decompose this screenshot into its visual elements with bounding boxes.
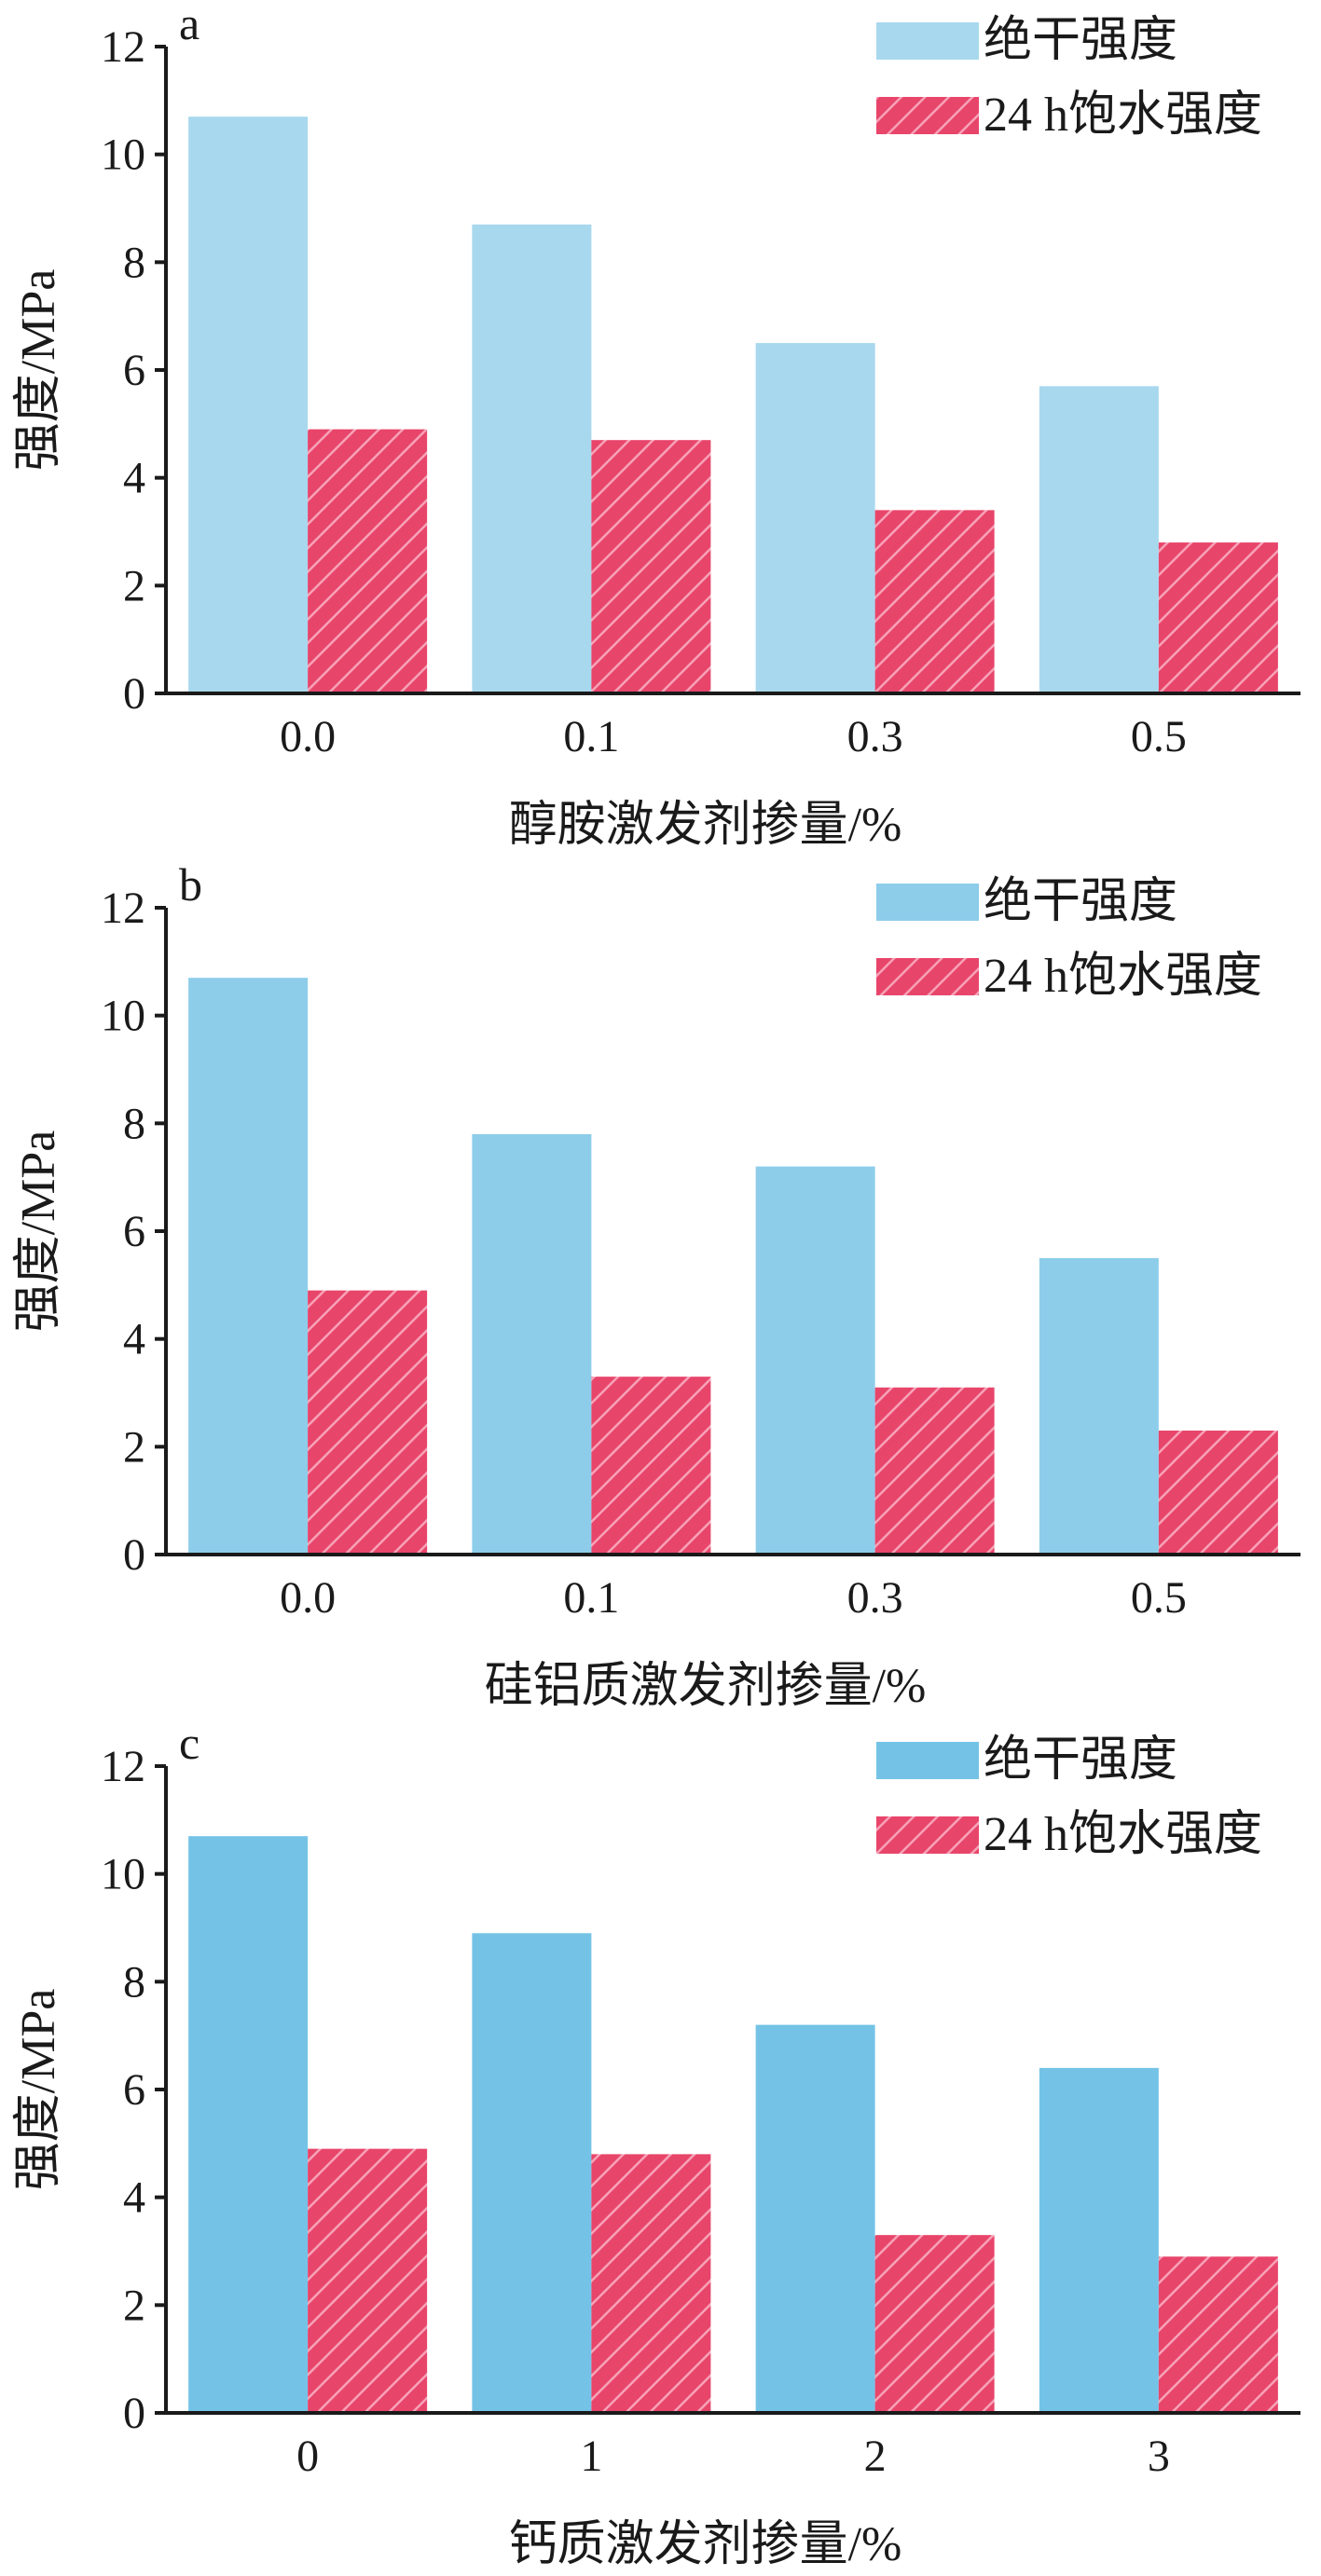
legend: 绝干强度 24 h饱水强度 — [876, 875, 1262, 1003]
x-tick-label: 0.0 — [280, 712, 336, 761]
bar-saturated-strength-b-1 — [591, 1377, 711, 1555]
legend: 绝干强度 24 h饱水强度 — [876, 1733, 1262, 1861]
x-tick-label: 3 — [1148, 2432, 1170, 2481]
x-axis-label: 醇胺激发剂掺量/% — [509, 799, 902, 852]
legend-swatch — [876, 958, 979, 995]
x-axis-label: 钙质激发剂掺量/% — [509, 2518, 902, 2571]
legend-swatch — [876, 1742, 979, 1779]
bar-dry-strength-c-1 — [472, 1933, 592, 2413]
bar-dry-strength-b-3 — [1039, 1257, 1159, 1555]
bar-dry-strength-c-3 — [1039, 2067, 1159, 2413]
legend-swatch — [876, 22, 979, 60]
legend-swatch — [876, 1816, 979, 1854]
bar-saturated-strength-b-2 — [874, 1387, 995, 1555]
x-tick-label: 0 — [296, 2432, 319, 2481]
x-tick-label: 0.5 — [1131, 1573, 1187, 1623]
y-tick-label: 6 — [123, 346, 145, 395]
x-tick-label: 0.3 — [847, 1573, 903, 1623]
x-tick-label: 0.5 — [1131, 712, 1187, 761]
y-tick-label: 8 — [123, 1099, 145, 1148]
bar-saturated-strength-c-1 — [591, 2154, 711, 2413]
x-tick-label: 0.1 — [563, 712, 619, 761]
legend: 绝干强度 24 h饱水强度 — [876, 14, 1262, 142]
bar-dry-strength-a-1 — [472, 224, 592, 693]
y-tick-label: 2 — [123, 561, 145, 610]
y-tick-label: 10 — [101, 1850, 145, 1899]
legend-swatch — [876, 97, 979, 134]
bar-dry-strength-a-2 — [755, 343, 875, 693]
bar-saturated-strength-b-0 — [308, 1290, 428, 1555]
y-tick-label: 4 — [123, 1315, 145, 1364]
bar-dry-strength-b-0 — [188, 978, 309, 1555]
bar-saturated-strength-a-1 — [591, 440, 711, 693]
chart-panel-a: 0.0 0.1 0.3 0.5 0 2 4 6 8 10 12 强度/MPa 醇胺激发剂掺量/% a 绝干强… — [12, 0, 1300, 852]
bar-saturated-strength-b-3 — [1158, 1430, 1278, 1555]
y-tick-label: 12 — [101, 884, 145, 933]
bar-saturated-strength-c-0 — [308, 2148, 428, 2413]
y-axis-label: 强度/MPa — [12, 1130, 65, 1333]
x-tick-label: 0.3 — [847, 712, 903, 761]
panel-letter: b — [179, 858, 202, 911]
legend-label: 24 h饱水强度 — [984, 1808, 1262, 1861]
x-tick-label: 1 — [580, 2432, 602, 2481]
bar-groups — [188, 978, 1278, 1555]
legend-label: 绝干强度 — [984, 875, 1177, 928]
y-tick-label: 12 — [101, 22, 145, 72]
y-tick-label: 8 — [123, 238, 145, 287]
x-tick-label: 0.1 — [563, 1573, 619, 1623]
y-tick-label: 8 — [123, 1957, 145, 2007]
legend-label: 24 h饱水强度 — [984, 950, 1262, 1003]
y-tick-label: 12 — [101, 1742, 145, 1791]
y-tick-label: 10 — [101, 992, 145, 1041]
bar-saturated-strength-a-2 — [874, 510, 995, 693]
legend-label: 绝干强度 — [984, 1733, 1177, 1787]
bar-dry-strength-a-3 — [1039, 386, 1159, 693]
x-tick-label: 2 — [864, 2432, 887, 2481]
y-tick-label: 10 — [101, 130, 145, 180]
y-tick-label: 2 — [123, 1422, 145, 1472]
bar-saturated-strength-a-0 — [308, 429, 428, 693]
y-axis-label: 强度/MPa — [12, 1989, 65, 2191]
y-tick-label: 0 — [123, 2389, 145, 2438]
bar-groups — [188, 116, 1278, 693]
legend-label: 绝干强度 — [984, 14, 1177, 67]
y-tick-label: 0 — [123, 1530, 145, 1580]
bar-dry-strength-a-0 — [188, 116, 309, 693]
y-tick-label: 0 — [123, 669, 145, 719]
bar-dry-strength-b-1 — [472, 1133, 592, 1555]
bar-dry-strength-c-0 — [188, 1836, 309, 2413]
y-tick-label: 6 — [123, 1207, 145, 1256]
y-axis-label: 强度/MPa — [12, 269, 65, 472]
panel-letter: a — [179, 0, 200, 49]
legend-swatch — [876, 884, 979, 921]
panel-letter: c — [179, 1717, 200, 1769]
chart-panel-b: 0.0 0.1 0.3 0.5 0 2 4 6 8 10 12 强度/MPa 硅铝质激发剂掺量/% b 绝干… — [12, 858, 1300, 1713]
bar-groups — [188, 1836, 1278, 2413]
bar-saturated-strength-a-3 — [1158, 542, 1278, 693]
y-tick-label: 2 — [123, 2281, 145, 2330]
y-tick-label: 4 — [123, 2173, 145, 2223]
bar-saturated-strength-c-3 — [1158, 2256, 1278, 2413]
bar-dry-strength-b-2 — [755, 1166, 875, 1555]
y-tick-label: 6 — [123, 2065, 145, 2115]
x-tick-label: 0.0 — [280, 1573, 336, 1623]
legend-label: 24 h饱水强度 — [984, 89, 1262, 142]
bar-saturated-strength-c-2 — [874, 2235, 995, 2413]
x-axis-label: 硅铝质激发剂掺量/% — [485, 1660, 927, 1713]
y-tick-label: 4 — [123, 454, 145, 503]
bar-dry-strength-c-2 — [755, 2024, 875, 2413]
